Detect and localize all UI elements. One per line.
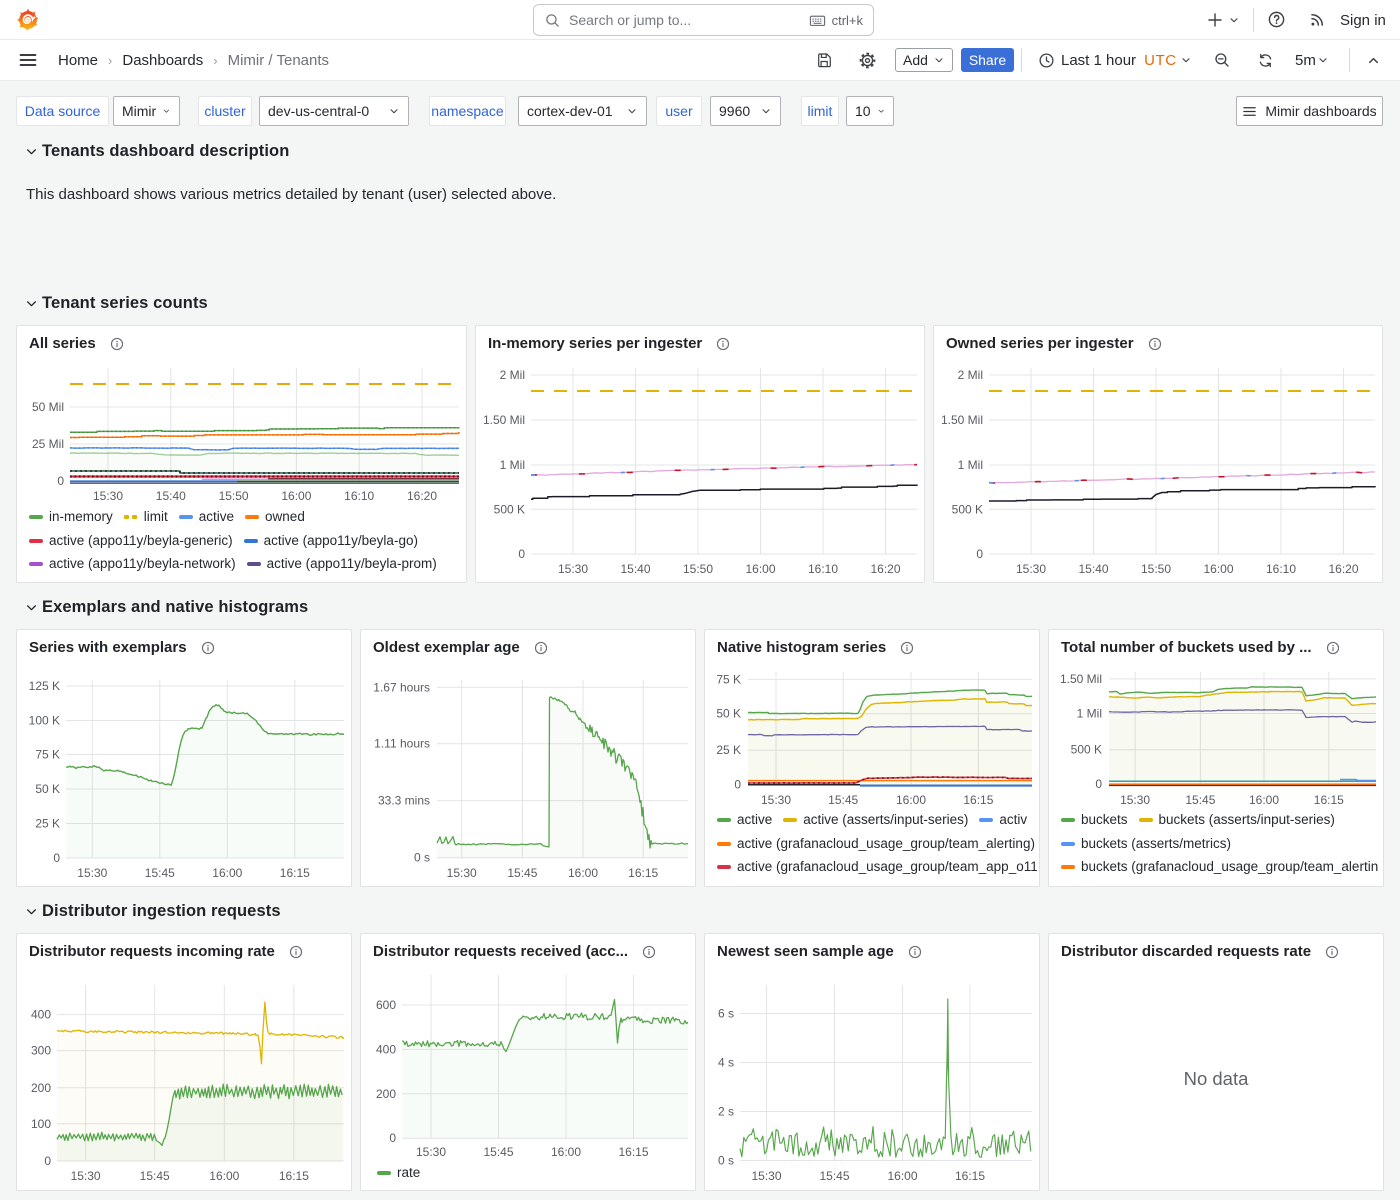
svg-text:50 Mil: 50 Mil — [32, 400, 64, 414]
svg-text:400: 400 — [31, 1008, 51, 1022]
svg-text:33.3 mins: 33.3 mins — [378, 794, 430, 808]
svg-text:15:45: 15:45 — [483, 1145, 513, 1159]
svg-text:1.50 Mil: 1.50 Mil — [1060, 672, 1102, 686]
svg-text:0: 0 — [734, 778, 741, 792]
svg-text:200: 200 — [376, 1087, 396, 1101]
svg-text:15:45: 15:45 — [140, 1169, 170, 1183]
svg-text:16:00: 16:00 — [281, 489, 311, 503]
svg-text:25 Mil: 25 Mil — [32, 437, 64, 451]
svg-text:300: 300 — [31, 1044, 51, 1058]
svg-text:1.50 Mil: 1.50 Mil — [941, 413, 983, 427]
svg-text:16:00: 16:00 — [896, 793, 926, 807]
svg-text:600: 600 — [376, 998, 396, 1012]
svg-text:0: 0 — [389, 1131, 396, 1145]
svg-text:2 Mil: 2 Mil — [500, 368, 525, 382]
svg-text:15:50: 15:50 — [683, 562, 713, 576]
svg-text:25 K: 25 K — [716, 743, 741, 757]
svg-text:16:15: 16:15 — [618, 1145, 648, 1159]
svg-text:1 Mil: 1 Mil — [1077, 707, 1102, 721]
svg-text:16:20: 16:20 — [407, 489, 437, 503]
svg-text:0 s: 0 s — [414, 851, 430, 865]
svg-text:6 s: 6 s — [718, 1007, 734, 1021]
svg-text:15:40: 15:40 — [156, 489, 186, 503]
svg-text:15:30: 15:30 — [751, 1169, 781, 1183]
svg-text:16:15: 16:15 — [628, 866, 658, 880]
svg-text:1 Mil: 1 Mil — [958, 458, 983, 472]
svg-text:15:45: 15:45 — [145, 866, 175, 880]
svg-text:16:10: 16:10 — [344, 489, 374, 503]
svg-text:1.50 Mil: 1.50 Mil — [483, 413, 525, 427]
svg-text:15:30: 15:30 — [416, 1145, 446, 1159]
svg-text:100: 100 — [31, 1117, 51, 1131]
svg-text:500 K: 500 K — [1071, 743, 1102, 757]
svg-text:15:40: 15:40 — [620, 562, 650, 576]
svg-text:16:00: 16:00 — [887, 1169, 917, 1183]
svg-text:15:30: 15:30 — [71, 1169, 101, 1183]
svg-text:100 K: 100 K — [29, 714, 60, 728]
svg-text:16:00: 16:00 — [568, 866, 598, 880]
svg-text:2 Mil: 2 Mil — [958, 368, 983, 382]
svg-text:75 K: 75 K — [35, 748, 60, 762]
svg-text:16:10: 16:10 — [808, 562, 838, 576]
svg-text:15:30: 15:30 — [558, 562, 588, 576]
svg-text:0: 0 — [44, 1154, 51, 1168]
svg-text:15:30: 15:30 — [1120, 793, 1150, 807]
svg-text:16:00: 16:00 — [212, 866, 242, 880]
svg-text:15:40: 15:40 — [1078, 562, 1108, 576]
svg-text:4 s: 4 s — [718, 1056, 734, 1070]
svg-text:1 Mil: 1 Mil — [500, 458, 525, 472]
svg-text:15:45: 15:45 — [828, 793, 858, 807]
svg-text:50 K: 50 K — [35, 782, 60, 796]
svg-text:500 K: 500 K — [494, 502, 525, 516]
svg-text:16:15: 16:15 — [1314, 793, 1344, 807]
svg-text:0: 0 — [1095, 777, 1102, 791]
svg-text:200: 200 — [31, 1081, 51, 1095]
svg-text:15:30: 15:30 — [447, 866, 477, 880]
svg-text:16:00: 16:00 — [1203, 562, 1233, 576]
svg-text:16:00: 16:00 — [551, 1145, 581, 1159]
svg-text:400: 400 — [376, 1042, 396, 1056]
svg-text:1.11 hours: 1.11 hours — [374, 737, 430, 751]
svg-text:125 K: 125 K — [29, 679, 60, 693]
svg-text:15:30: 15:30 — [93, 489, 123, 503]
svg-text:16:00: 16:00 — [745, 562, 775, 576]
svg-text:15:45: 15:45 — [1185, 793, 1215, 807]
svg-text:2 s: 2 s — [718, 1105, 734, 1119]
svg-text:15:30: 15:30 — [1016, 562, 1046, 576]
svg-text:0: 0 — [976, 547, 983, 561]
svg-text:15:30: 15:30 — [761, 793, 791, 807]
svg-text:15:45: 15:45 — [819, 1169, 849, 1183]
svg-text:1.67 hours: 1.67 hours — [373, 680, 430, 694]
svg-text:16:15: 16:15 — [955, 1169, 985, 1183]
svg-text:0 s: 0 s — [718, 1154, 734, 1168]
svg-text:25 K: 25 K — [35, 817, 60, 831]
svg-text:16:15: 16:15 — [963, 793, 993, 807]
svg-text:16:15: 16:15 — [280, 866, 310, 880]
svg-text:500 K: 500 K — [952, 502, 983, 516]
svg-text:75 K: 75 K — [716, 672, 741, 686]
svg-text:15:50: 15:50 — [1141, 562, 1171, 576]
svg-text:16:00: 16:00 — [1249, 793, 1279, 807]
svg-text:15:50: 15:50 — [219, 489, 249, 503]
svg-text:16:00: 16:00 — [209, 1169, 239, 1183]
svg-text:15:30: 15:30 — [77, 866, 107, 880]
svg-text:50 K: 50 K — [716, 707, 741, 721]
svg-text:16:20: 16:20 — [1328, 562, 1358, 576]
svg-text:16:10: 16:10 — [1266, 562, 1296, 576]
svg-text:16:15: 16:15 — [279, 1169, 309, 1183]
svg-text:16:20: 16:20 — [870, 562, 900, 576]
svg-text:0: 0 — [53, 851, 60, 865]
svg-text:15:45: 15:45 — [507, 866, 537, 880]
svg-text:0: 0 — [57, 474, 64, 488]
svg-text:0: 0 — [518, 547, 525, 561]
